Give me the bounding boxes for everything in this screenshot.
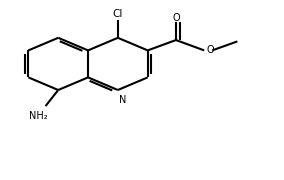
- Text: O: O: [207, 45, 214, 55]
- Text: N: N: [119, 95, 127, 105]
- Text: O: O: [172, 13, 180, 22]
- Text: Cl: Cl: [113, 8, 123, 19]
- Text: NH₂: NH₂: [29, 111, 47, 121]
